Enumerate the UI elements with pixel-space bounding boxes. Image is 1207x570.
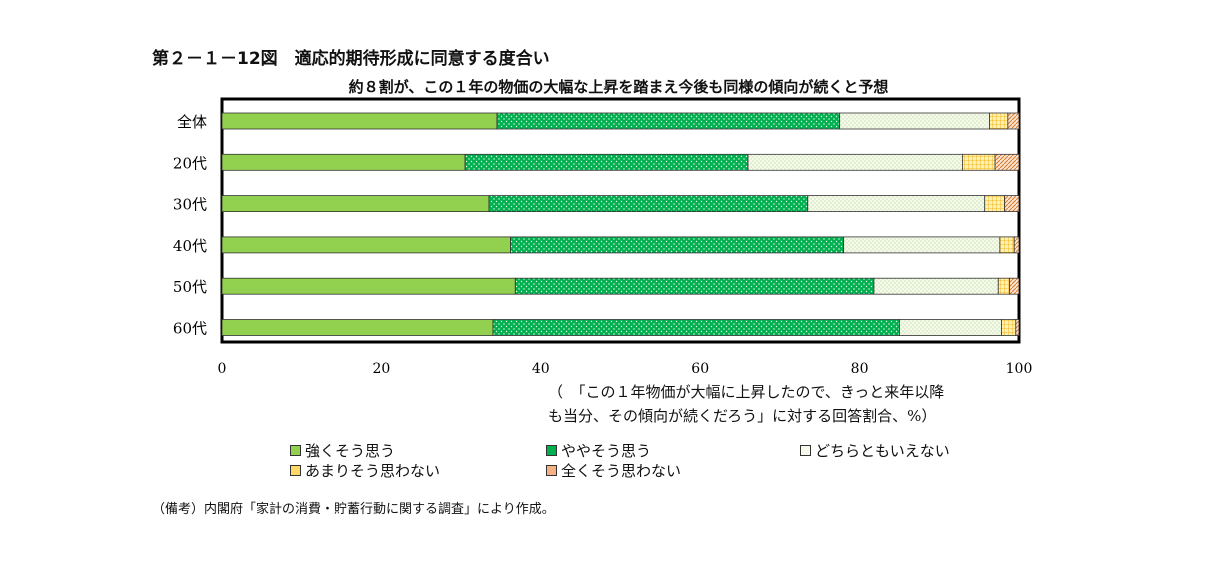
bar-segment-0-2 [839,112,990,130]
bar-segment-4-1 [514,277,875,295]
legend-label: どちらともいえない [815,442,950,460]
bar-segment-4-4 [1009,277,1020,295]
bar-segment-5-4 [1015,319,1020,336]
legend-item-neutral: どちらともいえない [800,440,950,461]
bar-segment-2-1 [488,195,809,213]
legend-swatch [800,445,811,456]
bar-segment-1-4 [994,153,1020,171]
bar-segment-2-3 [984,195,1006,213]
x-tick-label: 0 [218,361,227,377]
bar-segment-4-3 [997,277,1010,295]
category-label: 50代 [173,278,207,296]
legend-swatch [290,445,301,456]
legend-item-somewhat-agree: ややそう思う [546,440,651,461]
bar-segment-5-0 [221,319,494,336]
bar-segment-3-3 [999,236,1015,254]
bar-segment-1-3 [962,153,996,171]
bar-segment-3-2 [843,236,1001,254]
legend-label: 強くそう思う [305,442,396,460]
x-tick-label: 60 [691,361,709,377]
legend-label: 全くそう思わない [561,462,682,480]
bar-segment-1-0 [221,153,466,171]
category-label: 60代 [173,320,207,338]
x-tick-labels-layer: 0 20 40 60 80 100 [218,361,1033,377]
figure-title: 第２－１－12図 適応的期待形成に同意する度合い [152,49,550,69]
legend-item-somewhat-disagree: あまりそう思わない [290,460,440,481]
legend-item-strongly-disagree: 全くそう思わない [546,460,681,481]
legend-label: あまりそう思わない [305,462,441,480]
x-tick-label: 20 [372,361,390,377]
plot-frame [220,97,1021,344]
bar-segment-2-0 [221,195,490,213]
bar-segment-1-1 [464,153,749,171]
bar-segment-4-2 [873,277,999,295]
bar-segment-4-0 [221,277,516,295]
x-axis-note: （ 「この１年物価が大幅に上昇したので、きっと来年以降 も当分、その傾向が続くだ… [548,380,944,428]
x-axis-note-line2: も当分、その傾向が続くだろう」に対する回答割合、%） [548,407,937,425]
bar-segment-2-2 [807,195,986,213]
legend-label: ややそう思う [561,442,652,460]
bar-segment-5-1 [492,319,900,336]
bar-segment-5-3 [1001,319,1017,336]
bar-segment-5-2 [899,319,1002,336]
source-note: （備考）内閣府「家計の消費・貯蓄行動に関する調査」により作成。 [152,502,555,517]
category-label: 40代 [173,237,207,255]
x-tick-label: 40 [532,361,550,377]
bar-segment-1-2 [747,153,963,171]
bar-segment-3-4 [1013,236,1020,254]
bar-segment-3-0 [221,236,511,254]
bar-segment-3-1 [510,236,845,254]
bar-segment-0-4 [1007,112,1020,130]
category-label: 全体 [177,113,207,131]
stacked-bar-chart: 全体 20代 30代 40代 50代 60代 0 20 40 60 80 100 [173,97,1033,377]
legend-swatch [546,465,557,476]
legend-swatch [546,445,557,456]
category-label: 20代 [173,154,207,172]
figure-subtitle: 約８割が、この１年の物価の大幅な上昇を踏まえ今後も同様の傾向が続くと予想 [348,78,889,96]
category-label: 30代 [173,196,207,214]
x-tick-label: 80 [851,361,869,377]
legend-item-strongly-agree: 強くそう思う [290,440,395,461]
x-axis-note-line1: （ 「この１年物価が大幅に上昇したので、きっと来年以降 [548,383,945,401]
bar-segment-2-4 [1004,195,1020,213]
bar-segment-0-3 [989,112,1009,130]
category-labels-layer: 全体 20代 30代 40代 50代 60代 [173,113,207,338]
bar-segment-0-0 [221,112,498,130]
legend-swatch [290,465,301,476]
x-tick-label: 100 [1006,361,1033,377]
bars-layer [221,112,1020,336]
bar-segment-0-1 [496,112,841,130]
